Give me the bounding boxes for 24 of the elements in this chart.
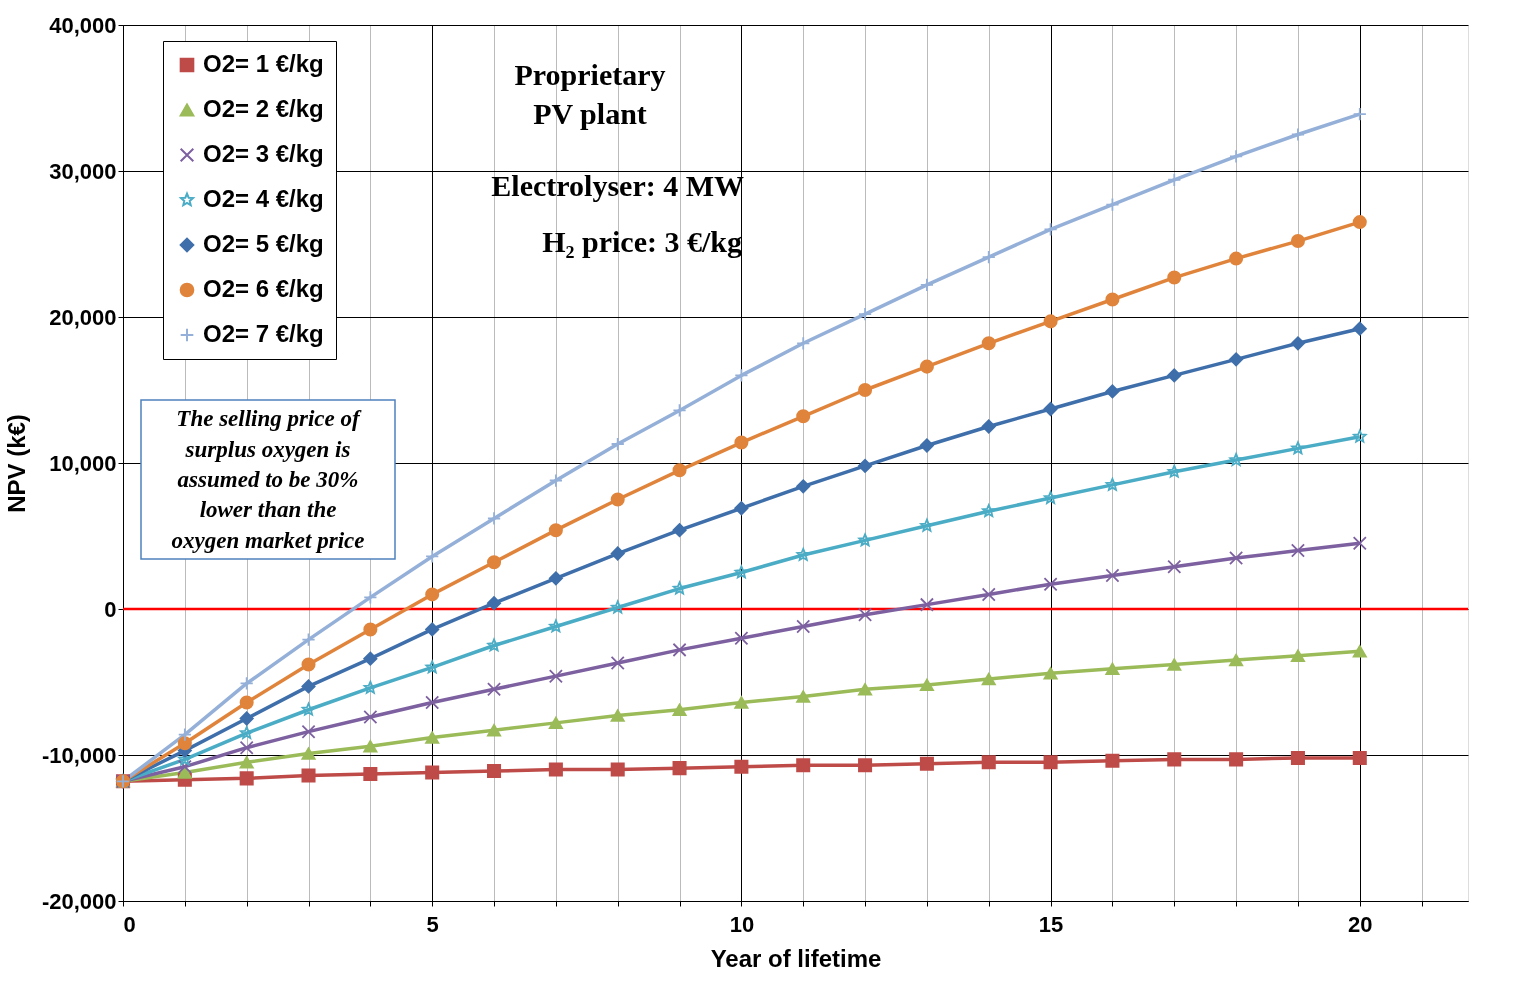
y-tick-label: 20,000 bbox=[49, 304, 117, 330]
legend-label: O2= 2 €/kg bbox=[203, 95, 324, 122]
x-axis-title: Year of lifetime bbox=[710, 944, 882, 972]
legend-label: O2= 4 €/kg bbox=[203, 185, 324, 212]
annotation: Proprietary PV plant bbox=[514, 57, 666, 130]
annotation: The selling price of surplus oxygen is assumed to be 30% lower than the oxygen market price bbox=[171, 406, 365, 553]
legend-label: O2= 6 €/kg bbox=[203, 275, 324, 302]
x-tick-label: 5 bbox=[426, 911, 439, 937]
y-axis-title: NPV (k€) bbox=[2, 414, 30, 513]
y-tick-label: -10,000 bbox=[41, 742, 117, 768]
y-tick-label: 10,000 bbox=[49, 450, 117, 476]
y-tick-label: -20,000 bbox=[41, 888, 117, 914]
y-tick-label: 0 bbox=[104, 596, 117, 622]
y-tick-label: 30,000 bbox=[49, 158, 117, 184]
legend-label: O2= 3 €/kg bbox=[203, 140, 324, 167]
legend-label: O2= 7 €/kg bbox=[203, 320, 324, 347]
x-tick-label: 0 bbox=[123, 911, 136, 937]
legend-label: O2= 5 €/kg bbox=[203, 230, 324, 257]
y-tick-label: 40,000 bbox=[49, 12, 117, 38]
x-tick-label: 20 bbox=[1348, 911, 1373, 937]
annotation: H₂ price: 3 €/kg bbox=[542, 225, 742, 258]
legend-label: O2= 1 €/kg bbox=[203, 50, 324, 77]
x-tick-label: 10 bbox=[729, 911, 755, 937]
x-tick-label: 15 bbox=[1038, 911, 1064, 937]
